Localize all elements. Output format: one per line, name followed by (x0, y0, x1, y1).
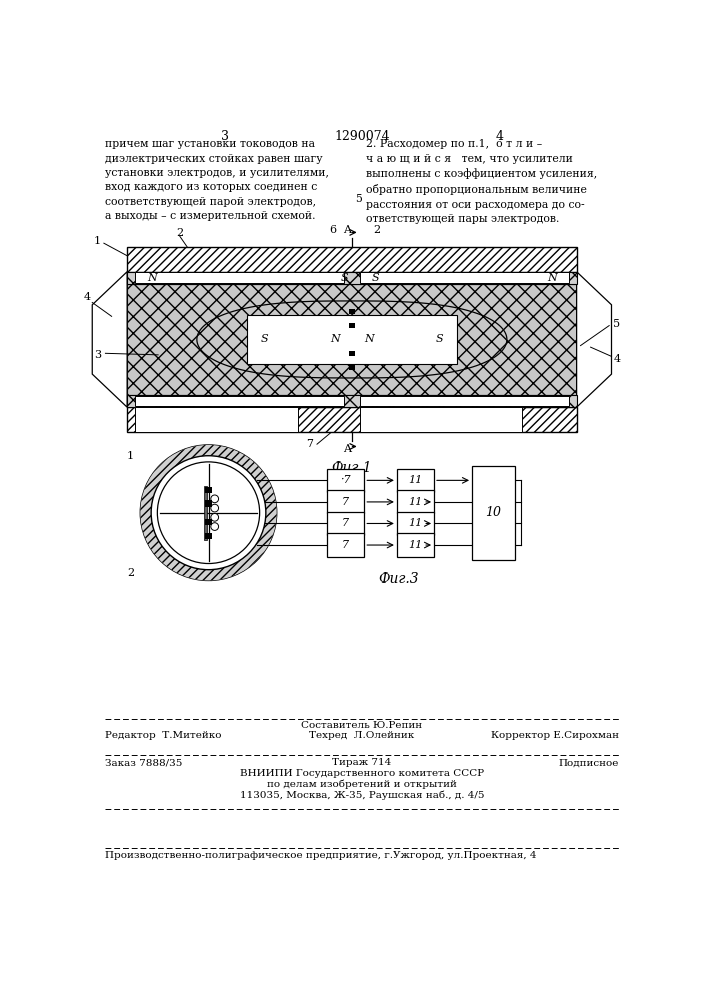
Text: A: A (343, 444, 351, 454)
Text: Фиг.1: Фиг.1 (332, 461, 372, 475)
Text: 4: 4 (495, 130, 503, 143)
Text: S: S (436, 334, 443, 344)
Text: Подписное: Подписное (559, 758, 619, 767)
Text: Техред  Л.Олейник: Техред Л.Олейник (310, 731, 414, 740)
Text: 7: 7 (342, 540, 349, 550)
Text: Составитель Ю.Репин: Составитель Ю.Репин (301, 721, 423, 730)
Bar (360, 396, 569, 406)
Bar (349, 351, 355, 356)
Bar (206, 533, 211, 539)
Text: S: S (260, 334, 268, 344)
Text: N: N (364, 334, 374, 344)
Bar (127, 284, 577, 395)
Bar (127, 395, 577, 407)
Polygon shape (577, 272, 612, 407)
Text: ·7: ·7 (340, 475, 351, 485)
Bar (127, 247, 577, 272)
Text: 5: 5 (614, 319, 621, 329)
Bar (247, 315, 457, 364)
Text: 1: 1 (127, 451, 134, 461)
Bar (206, 519, 211, 525)
Bar (472, 466, 515, 560)
Polygon shape (197, 301, 507, 378)
Bar (327, 512, 364, 535)
Text: 4: 4 (83, 292, 90, 302)
Text: 1290074: 1290074 (334, 130, 390, 143)
Text: N: N (147, 273, 157, 283)
Bar (327, 469, 364, 492)
Bar (204, 486, 207, 540)
Bar (397, 512, 434, 535)
Text: Редактор  Т.Митейко: Редактор Т.Митейко (105, 731, 222, 740)
Bar (127, 407, 577, 432)
Bar (360, 272, 569, 283)
Text: 4: 4 (614, 354, 621, 364)
Bar (327, 490, 364, 513)
Bar (206, 487, 211, 493)
Circle shape (211, 523, 218, 530)
Bar (349, 323, 355, 328)
Text: Корректор Е.Сирохман: Корректор Е.Сирохман (491, 731, 619, 740)
Bar (206, 500, 211, 507)
Text: S: S (340, 273, 348, 283)
Text: ВНИИПИ Государственного комитета СССР: ВНИИПИ Государственного комитета СССР (240, 769, 484, 778)
Text: 2: 2 (176, 228, 183, 238)
Text: A: A (343, 225, 351, 235)
Text: по делам изобретений и открытий: по делам изобретений и открытий (267, 780, 457, 789)
Text: S: S (371, 273, 379, 283)
Text: 2: 2 (127, 568, 134, 578)
Circle shape (158, 462, 259, 564)
Polygon shape (197, 301, 507, 378)
Circle shape (211, 495, 218, 503)
Bar (127, 272, 577, 284)
Text: 5: 5 (355, 194, 361, 204)
Text: 113035, Москва, Ж-35, Раушская наб., д. 4/5: 113035, Москва, Ж-35, Раушская наб., д. … (240, 791, 484, 800)
Text: Тираж 714: Тираж 714 (332, 758, 392, 767)
Bar (327, 533, 364, 557)
Circle shape (140, 445, 276, 580)
Text: Заказ 7888/35: Заказ 7888/35 (105, 758, 183, 767)
Text: 3: 3 (94, 350, 101, 360)
Circle shape (151, 456, 266, 570)
Bar (349, 364, 355, 370)
Bar (397, 490, 434, 513)
Text: 7: 7 (342, 518, 349, 528)
Text: 11: 11 (409, 518, 423, 528)
Text: Фиг.3: Фиг.3 (378, 572, 419, 586)
Text: 3: 3 (221, 130, 229, 143)
Circle shape (211, 513, 218, 521)
Bar (135, 272, 344, 283)
Circle shape (211, 504, 218, 512)
Text: N: N (330, 334, 339, 344)
Bar (397, 533, 434, 557)
Text: Производственно-полиграфическое предприятие, г.Ужгород, ул.Проектная, 4: Производственно-полиграфическое предприя… (105, 851, 537, 860)
Text: N: N (547, 273, 556, 283)
Bar (360, 407, 522, 432)
Text: 10: 10 (485, 506, 501, 519)
Text: 11: 11 (409, 497, 423, 507)
Text: 11: 11 (409, 475, 423, 485)
Text: 7: 7 (342, 497, 349, 507)
Text: 11: 11 (409, 540, 423, 550)
Text: причем шаг установки тоководов на
диэлектрических стойках равен шагу
установки э: причем шаг установки тоководов на диэлек… (105, 139, 329, 221)
Text: 7: 7 (305, 439, 312, 449)
Text: 2. Расходомер по п.1,  о т л и –
ч а ю щ и й с я   тем, что усилители
выполнены : 2. Расходомер по п.1, о т л и – ч а ю щ … (366, 139, 597, 224)
Text: 2: 2 (373, 225, 380, 235)
Bar (349, 309, 355, 314)
Bar (135, 396, 344, 406)
Bar (397, 469, 434, 492)
Text: 6: 6 (329, 225, 337, 235)
Circle shape (140, 445, 276, 580)
Polygon shape (92, 272, 127, 407)
Text: 1: 1 (94, 236, 101, 246)
Bar (135, 407, 298, 432)
